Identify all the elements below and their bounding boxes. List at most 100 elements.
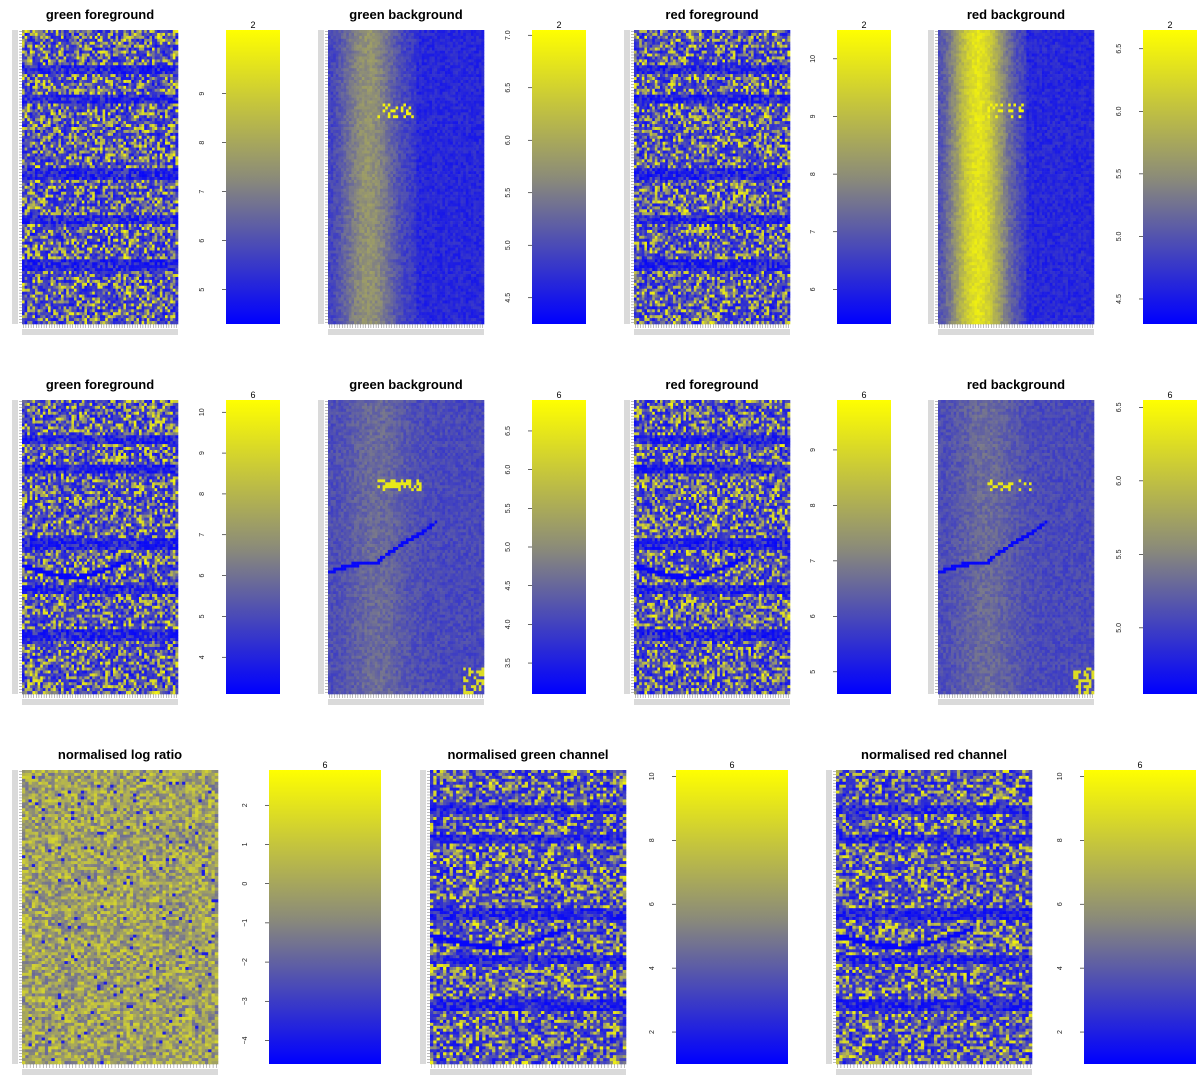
heatmap-cell [131, 56, 134, 59]
heatmap-cell [118, 59, 121, 62]
heatmap-cell [103, 95, 106, 98]
heatmap-cell [147, 162, 150, 165]
heatmap-cell [71, 80, 74, 83]
heatmap-cell [152, 59, 155, 62]
heatmap-cell [129, 224, 132, 227]
heatmap-cell [71, 39, 74, 42]
heatmap-cell [87, 218, 90, 221]
heatmap-cell [22, 209, 25, 212]
heatmap-cell [100, 230, 103, 233]
heatmap-cell [126, 201, 129, 204]
heatmap-cell [25, 106, 28, 109]
heatmap-cell [71, 36, 74, 39]
heatmap-cell [103, 86, 106, 89]
heatmap-cell [66, 36, 69, 39]
heatmap-cell [108, 230, 111, 233]
heatmap-cell [27, 198, 30, 201]
heatmap-cell [103, 48, 106, 51]
heatmap-cell [84, 74, 87, 77]
heatmap-cell [25, 136, 28, 139]
heatmap-cell [53, 106, 56, 109]
heatmap-cell [129, 109, 132, 112]
heatmap-cell [58, 221, 61, 224]
heatmap-cell [30, 71, 33, 74]
heatmap-cell [82, 203, 85, 206]
heatmap-cell [38, 65, 41, 68]
heatmap-cell [139, 30, 142, 33]
heatmap-cell [30, 133, 33, 136]
heatmap-cell [175, 142, 178, 145]
heatmap-cell [113, 192, 116, 195]
heatmap-cell [58, 59, 61, 62]
heatmap-cell [61, 104, 64, 107]
heatmap-cell [74, 153, 77, 156]
heatmap-cell [84, 165, 87, 168]
heatmap-cell [92, 74, 95, 77]
heatmap-cell [175, 48, 178, 51]
heatmap-cell [45, 230, 48, 233]
heatmap-cell [74, 165, 77, 168]
heatmap-cell [126, 177, 129, 180]
heatmap-cell [152, 98, 155, 101]
heatmap-cell [155, 86, 158, 89]
heatmap-cell [144, 198, 147, 201]
heatmap-cell [56, 65, 59, 68]
heatmap-cell [32, 162, 35, 165]
heatmap-cell [108, 130, 111, 133]
heatmap-cell [139, 112, 142, 115]
heatmap-cell [129, 218, 132, 221]
heatmap-cell [69, 186, 72, 189]
heatmap-cell [32, 54, 35, 57]
heatmap-cell [149, 39, 152, 42]
heatmap-cell [100, 227, 103, 230]
heatmap-cell [51, 230, 54, 233]
heatmap-cell [103, 74, 106, 77]
heatmap-cell [35, 83, 38, 86]
heatmap-cell [108, 186, 111, 189]
heatmap-cell [32, 104, 35, 107]
heatmap-cell [40, 233, 43, 236]
heatmap-cell [165, 159, 168, 162]
heatmap-cell [139, 203, 142, 206]
heatmap-cell [123, 148, 126, 151]
heatmap-cell [90, 145, 93, 148]
heatmap-cell [79, 65, 82, 68]
heatmap-cell [157, 48, 160, 51]
heatmap-cell [90, 77, 93, 80]
heatmap-cell [100, 89, 103, 92]
heatmap-cell [56, 86, 59, 89]
heatmap-cell [142, 186, 145, 189]
heatmap-cell [121, 77, 124, 80]
heatmap-cell [105, 48, 108, 51]
heatmap-cell [134, 95, 137, 98]
heatmap-cell [77, 86, 80, 89]
heatmap-cell [147, 156, 150, 159]
heatmap-cell [58, 36, 61, 39]
heatmap-cell [87, 189, 90, 192]
heatmap-cell [32, 130, 35, 133]
heatmap-cell [84, 89, 87, 92]
heatmap-cell [45, 89, 48, 92]
heatmap-cell [100, 180, 103, 183]
heatmap-cell [82, 212, 85, 215]
heatmap-cell [51, 42, 54, 45]
heatmap-cell [105, 33, 108, 36]
heatmap-cell [53, 92, 56, 95]
heatmap-cell [95, 48, 98, 51]
heatmap-cell [45, 221, 48, 224]
heatmap-cell [162, 74, 165, 77]
heatmap-cell [131, 39, 134, 42]
heatmap-cell [90, 230, 93, 233]
heatmap-cell [77, 168, 80, 171]
heatmap-cell [95, 68, 98, 71]
heatmap-cell [69, 51, 72, 54]
heatmap-cell [129, 130, 132, 133]
heatmap-cell [79, 159, 82, 162]
heatmap-cell [116, 224, 119, 227]
heatmap-cell [95, 39, 98, 42]
heatmap-cell [79, 71, 82, 74]
heatmap-cell [160, 89, 163, 92]
heatmap-cell [95, 192, 98, 195]
heatmap-cell [45, 92, 48, 95]
heatmap-cell [139, 171, 142, 174]
